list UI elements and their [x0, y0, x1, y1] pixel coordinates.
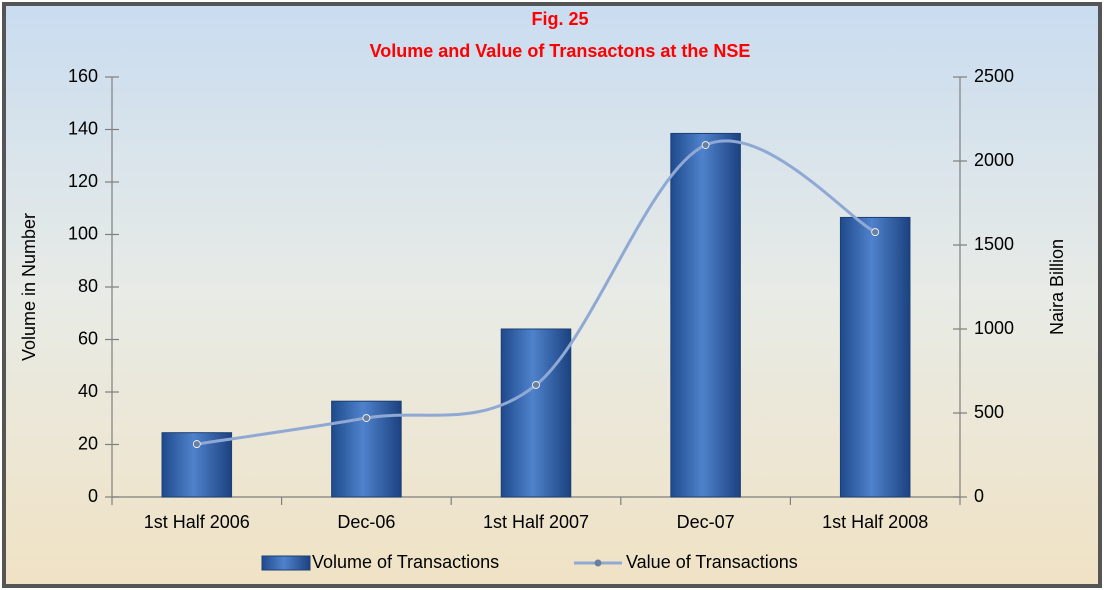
x-tick-label: 1st Half 2006 — [144, 512, 250, 532]
bar — [670, 132, 741, 498]
line-marker — [192, 440, 201, 448]
y-tick-label: 160 — [68, 66, 98, 86]
y2-tick-label: 0 — [974, 486, 984, 506]
x-tick-label: 1st Half 2007 — [483, 512, 589, 532]
y-tick-label: 40 — [78, 381, 98, 401]
value-line — [196, 139, 876, 446]
y-tick-label: 20 — [78, 433, 98, 453]
line-marker — [532, 381, 540, 389]
line-marker — [701, 141, 710, 149]
y2-tick-label: 1500 — [974, 234, 1014, 254]
line-marker — [362, 414, 371, 422]
y-tick-label: 60 — [78, 328, 98, 348]
y2-tick-label: 2000 — [974, 150, 1014, 170]
y-tick-label: 120 — [68, 171, 98, 191]
bar — [500, 328, 572, 498]
y-tick-label: 0 — [88, 486, 98, 506]
legend-label: Volume of Transactions — [312, 552, 499, 572]
legend-swatch — [261, 555, 311, 571]
chart-title: Fig. 25 — [531, 9, 588, 29]
legend-label: Value of Transactions — [626, 552, 798, 572]
x-tick-label: Dec-07 — [677, 512, 735, 532]
y-tick-label: 140 — [68, 118, 98, 138]
y2-axis-title: Naira Billion — [1047, 239, 1067, 335]
line-marker — [871, 228, 880, 236]
y2-tick-label: 1000 — [974, 318, 1014, 338]
x-tick-label: Dec-06 — [337, 512, 395, 532]
y-tick-label: 100 — [68, 223, 98, 243]
legend-swatch — [594, 559, 602, 567]
chart-subtitle: Volume and Value of Transactons at the N… — [370, 41, 751, 61]
x-tick-label: 1st Half 2008 — [822, 512, 928, 532]
y-tick-label: 80 — [78, 276, 98, 296]
y-axis-title: Volume in Number — [19, 213, 39, 361]
y2-tick-label: 2500 — [974, 66, 1014, 86]
y2-tick-label: 500 — [974, 402, 1004, 422]
bar — [839, 216, 911, 498]
